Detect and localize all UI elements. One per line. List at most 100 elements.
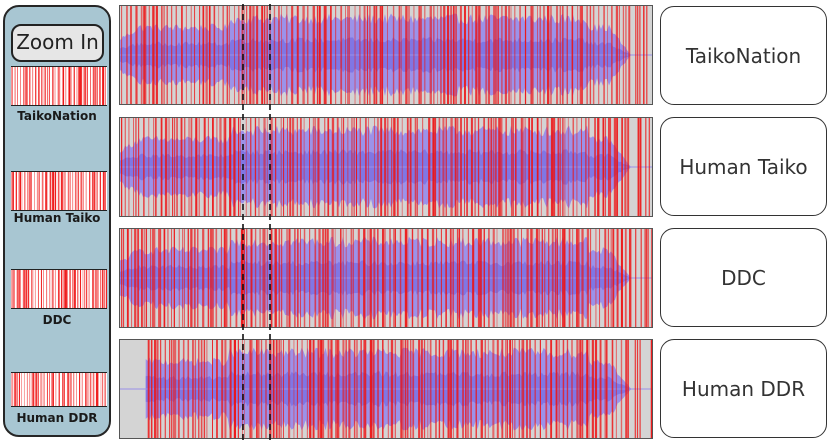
track-panel-taikonation[interactable] — [119, 5, 653, 105]
note-line — [464, 117, 465, 217]
thumbnail-note — [46, 372, 48, 407]
note-line — [297, 228, 299, 328]
note-line — [229, 117, 232, 217]
note-line — [387, 339, 389, 439]
thumbnail-note — [97, 372, 99, 407]
note-line — [602, 117, 605, 217]
note-line — [492, 339, 495, 439]
overview-thumbnail-taikonation[interactable] — [11, 66, 107, 106]
note-line — [281, 5, 282, 105]
thumbnail-note — [17, 66, 18, 106]
note-line — [240, 117, 241, 217]
note-line — [190, 5, 192, 105]
note-line — [532, 5, 534, 105]
note-line — [194, 5, 196, 105]
note-line — [345, 228, 347, 328]
note-line — [480, 228, 482, 328]
note-line — [288, 339, 291, 439]
thumbnail-note — [34, 171, 35, 211]
note-line — [394, 339, 396, 439]
track-panel-ddc[interactable] — [119, 228, 653, 328]
note-line — [166, 5, 168, 105]
overview-thumbnail-ddc[interactable] — [11, 269, 107, 309]
note-line — [485, 5, 487, 105]
note-line — [554, 228, 557, 328]
note-line — [627, 117, 630, 217]
thumbnail-note — [41, 66, 43, 106]
zoom-in-button[interactable]: Zoom In — [11, 24, 104, 62]
note-line — [620, 228, 623, 328]
note-line — [393, 228, 396, 328]
track-panel-human-ddr[interactable] — [119, 339, 653, 439]
note-line — [541, 228, 543, 328]
note-line — [171, 5, 173, 105]
overview-thumbnail-human-ddr[interactable] — [11, 372, 107, 407]
note-line — [427, 339, 429, 439]
thumbnail-note — [89, 372, 92, 407]
note-line — [246, 228, 248, 328]
thumbnail-note — [63, 171, 65, 211]
note-line — [404, 339, 407, 439]
thumbnail-note — [102, 171, 105, 211]
note-line — [507, 228, 510, 328]
note-line — [586, 5, 588, 105]
note-line — [504, 5, 507, 105]
thumbnail-note — [101, 269, 104, 309]
thumbnail-note — [54, 66, 56, 106]
note-line — [145, 228, 148, 328]
note-line — [303, 117, 305, 217]
note-line — [309, 228, 311, 328]
note-line — [447, 339, 450, 439]
note-line — [599, 228, 601, 328]
note-line — [292, 117, 295, 217]
track-button-human-taiko[interactable]: Human Taiko — [660, 117, 827, 216]
note-line — [263, 117, 266, 217]
note-line — [562, 117, 564, 217]
thumbnail-note — [43, 372, 45, 407]
note-line — [468, 5, 470, 105]
note-line — [514, 339, 516, 439]
note-line — [624, 117, 627, 217]
overview-thumbnail-human-taiko[interactable] — [11, 171, 107, 211]
track-button-taikonation[interactable]: TaikoNation — [660, 6, 827, 105]
note-line — [372, 339, 375, 439]
note-line — [275, 117, 277, 217]
note-line — [133, 117, 134, 217]
thumbnail-note — [87, 372, 89, 407]
note-line — [493, 5, 496, 105]
note-line — [594, 339, 598, 439]
note-line — [470, 339, 472, 439]
note-line — [252, 5, 255, 105]
note-line — [334, 228, 336, 328]
thumbnail-note — [64, 269, 67, 309]
note-line — [257, 339, 260, 439]
note-line — [604, 228, 607, 328]
note-line — [319, 5, 321, 105]
note-line — [402, 339, 404, 439]
note-line — [523, 339, 525, 439]
track-panel-human-taiko[interactable] — [119, 117, 653, 217]
overview-label-ddc: DDC — [42, 313, 72, 327]
thumbnail-note — [41, 171, 44, 211]
thumbnail-note — [104, 372, 106, 407]
note-line — [182, 228, 183, 328]
note-line — [137, 228, 140, 328]
note-line — [259, 228, 261, 328]
note-line — [235, 228, 238, 328]
note-line — [296, 5, 299, 105]
track-button-human-ddr[interactable]: Human DDR — [660, 339, 827, 438]
note-line — [158, 228, 161, 328]
note-line — [500, 117, 503, 217]
note-line — [121, 5, 123, 105]
note-line — [547, 5, 550, 105]
note-line — [143, 5, 146, 105]
thumbnail-note — [80, 171, 82, 211]
thumbnail-note — [14, 66, 16, 106]
note-line — [572, 228, 574, 328]
note-line — [280, 339, 282, 439]
note-line — [357, 228, 360, 328]
thumbnail-note — [82, 171, 84, 211]
note-line — [521, 339, 524, 439]
track-button-ddc[interactable]: DDC — [660, 228, 827, 327]
note-line — [413, 5, 415, 105]
